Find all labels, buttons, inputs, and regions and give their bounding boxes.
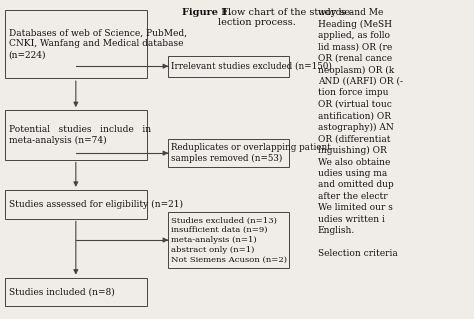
FancyBboxPatch shape <box>5 10 147 78</box>
FancyBboxPatch shape <box>5 278 147 306</box>
Text: Potential   studies   include   in
meta-analysis (n=74): Potential studies include in meta-analys… <box>9 125 151 145</box>
FancyBboxPatch shape <box>168 56 289 77</box>
FancyBboxPatch shape <box>168 139 289 167</box>
FancyBboxPatch shape <box>168 212 289 268</box>
Text: Studies excluded (n=13)
insufficient data (n=9)
meta-analysis (n=1)
abstract onl: Studies excluded (n=13) insufficient dat… <box>171 217 287 263</box>
FancyBboxPatch shape <box>5 110 147 160</box>
Text: Flow chart of the study se-
lection process.: Flow chart of the study se- lection proc… <box>218 8 354 27</box>
Text: Studies included (n=8): Studies included (n=8) <box>9 287 114 296</box>
Text: words and Me
Heading (MeSH
applied, as follo
lid mass) OR (re
OR (renal cance
ne: words and Me Heading (MeSH applied, as f… <box>318 8 402 258</box>
Text: Figure 1.: Figure 1. <box>182 8 232 17</box>
FancyBboxPatch shape <box>5 190 147 219</box>
Text: Irrelevant studies excluded (n=150): Irrelevant studies excluded (n=150) <box>171 62 332 71</box>
Text: Databases of web of Science, PubMed,
CNKI, Wanfang and Medical database
(n=224): Databases of web of Science, PubMed, CNK… <box>9 28 187 59</box>
Text: Reduplicates or overlapping patient
samples removed (n=53): Reduplicates or overlapping patient samp… <box>171 143 331 163</box>
Text: Studies assessed for eligibility (n=21): Studies assessed for eligibility (n=21) <box>9 200 182 209</box>
